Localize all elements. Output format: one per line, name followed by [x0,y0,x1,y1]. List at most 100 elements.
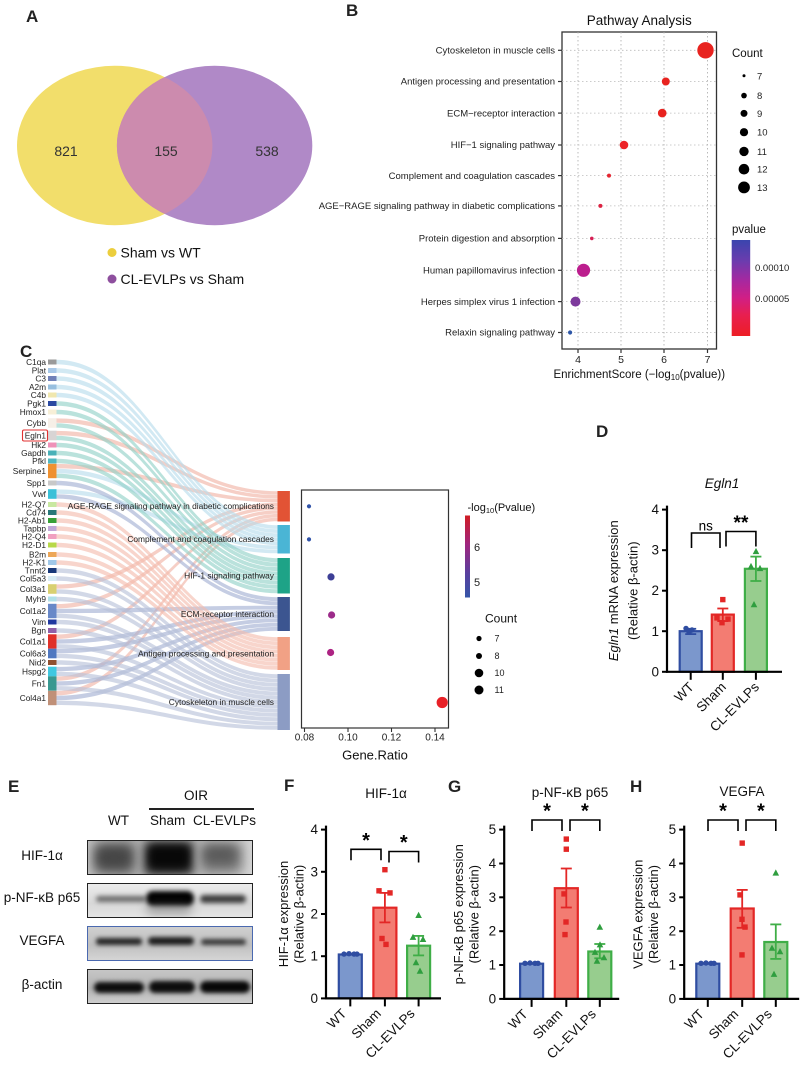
svg-text:HIF-1 signaling pathway: HIF-1 signaling pathway [184,571,275,581]
svg-text:EnrichmentScore (−log10(pvalue: EnrichmentScore (−log10(pvalue)) [553,369,725,382]
svg-text:*: * [362,830,370,852]
svg-text:C3: C3 [35,373,46,383]
svg-text:0: 0 [669,991,677,1006]
svg-text:Hk2: Hk2 [31,440,46,450]
svg-text:*: * [757,801,765,823]
svg-text:Hspg2: Hspg2 [22,666,46,676]
svg-text:Gene.Ratio: Gene.Ratio [342,748,408,763]
svg-text:H2-K1: H2-K1 [22,557,46,567]
svg-text:3: 3 [651,543,659,558]
svg-text:7: 7 [757,71,762,82]
svg-text:B2m: B2m [29,549,46,559]
svg-text:Egln1 mRNA expression: Egln1 mRNA expression [606,520,621,661]
svg-text:0.00010: 0.00010 [755,263,789,274]
svg-text:4: 4 [489,856,497,871]
svg-text:ECM-receptor interaction: ECM-receptor interaction [181,609,274,619]
svg-text:Col6a3: Col6a3 [20,648,47,658]
svg-text:13: 13 [757,183,768,194]
svg-text:Count: Count [732,48,763,60]
svg-text:p-NF-κB p65: p-NF-κB p65 [532,785,609,800]
svg-text:p-NF-κB p65 expression: p-NF-κB p65 expression [451,844,466,984]
svg-text:WT: WT [671,679,696,704]
svg-text:Pfkl: Pfkl [32,456,46,466]
svg-text:pvalue: pvalue [732,224,766,236]
svg-text:Pgk1: Pgk1 [27,398,46,408]
svg-text:2: 2 [651,583,659,598]
svg-text:9: 9 [757,109,762,120]
svg-text:821: 821 [54,143,78,159]
svg-text:0.14: 0.14 [425,733,445,744]
svg-text:4: 4 [575,354,581,366]
svg-text:*: * [543,801,551,823]
svg-text:AGE-RAGE signaling pathway in: AGE-RAGE signaling pathway in diabetic c… [68,501,274,511]
svg-text:8: 8 [757,91,762,102]
svg-text:*: * [719,801,727,823]
svg-text:H: H [630,777,642,796]
svg-text:VEGFA: VEGFA [719,784,764,799]
svg-text:(Relative β-actin): (Relative β-actin) [626,541,641,640]
svg-text:5: 5 [618,354,624,366]
svg-text:C4b: C4b [31,390,47,400]
svg-text:Cybb: Cybb [27,418,47,428]
svg-text:Col1a2: Col1a2 [20,606,47,616]
svg-text:WT: WT [324,1006,349,1031]
svg-text:Nid2: Nid2 [29,657,46,667]
svg-text:H2-Q4: H2-Q4 [22,531,47,541]
svg-text:**: ** [734,513,749,534]
svg-text:*: * [581,801,589,823]
svg-text:Egln1: Egln1 [705,476,740,491]
svg-text:0: 0 [651,664,659,679]
svg-text:155: 155 [154,143,178,159]
svg-text:A: A [26,7,38,26]
svg-text:1: 1 [489,958,497,973]
svg-text:3: 3 [489,890,497,905]
svg-text:Spp1: Spp1 [27,478,47,488]
svg-text:Complement and coagulation cas: Complement and coagulation cascades [389,171,556,182]
svg-text:G: G [448,777,461,796]
svg-text:B: B [346,1,358,20]
svg-text:Serpine1: Serpine1 [13,466,47,476]
svg-text:Bgn: Bgn [31,625,46,635]
svg-text:Gapdh: Gapdh [21,448,46,458]
svg-text:F: F [284,776,294,795]
svg-text:8: 8 [495,651,500,661]
svg-text:11: 11 [495,685,504,695]
svg-text:6: 6 [661,354,667,366]
svg-text:Herpes simplex virus 1 infecti: Herpes simplex virus 1 infection [421,297,555,308]
svg-text:5: 5 [489,822,497,837]
svg-text:7: 7 [705,354,711,366]
svg-text:Col4a1: Col4a1 [20,693,47,703]
svg-text:5: 5 [669,822,677,837]
svg-text:Antigen processing and present: Antigen processing and presentation [401,77,555,88]
svg-text:Cytoskeleton in muscle cells: Cytoskeleton in muscle cells [436,46,556,57]
svg-text:4: 4 [669,856,677,871]
svg-text:2: 2 [669,924,677,939]
svg-text:1: 1 [669,958,677,973]
svg-text:1: 1 [310,949,318,964]
svg-text:0.10: 0.10 [338,733,358,744]
svg-text:6: 6 [474,542,480,554]
svg-text:Myh9: Myh9 [26,594,47,604]
svg-text:Fn1: Fn1 [32,678,47,688]
svg-text:ns: ns [699,519,714,534]
svg-text:Vwf: Vwf [32,489,47,499]
svg-text:0: 0 [310,991,318,1006]
svg-text:5: 5 [474,577,480,589]
svg-text:Vim: Vim [32,617,46,627]
svg-text:(Relative β-actin): (Relative β-actin) [292,865,307,964]
svg-text:*: * [400,832,408,854]
svg-text:Plat: Plat [32,365,47,375]
svg-text:HIF-1α expression: HIF-1α expression [276,861,291,968]
svg-text:(Relative β-actin): (Relative β-actin) [467,865,482,964]
svg-text:Pathway Analysis: Pathway Analysis [587,13,692,28]
svg-text:0.12: 0.12 [382,733,402,744]
svg-text:Antigen processing and present: Antigen processing and presentation [138,648,274,658]
svg-text:A2m: A2m [29,382,46,392]
svg-text:0.08: 0.08 [295,733,315,744]
svg-text:Col3a1: Col3a1 [20,584,47,594]
svg-text:WT: WT [505,1006,530,1031]
svg-text:4: 4 [310,822,318,837]
svg-text:Tnnt2: Tnnt2 [25,565,47,575]
svg-text:4: 4 [651,502,659,517]
svg-text:H2-D1: H2-D1 [22,540,46,550]
